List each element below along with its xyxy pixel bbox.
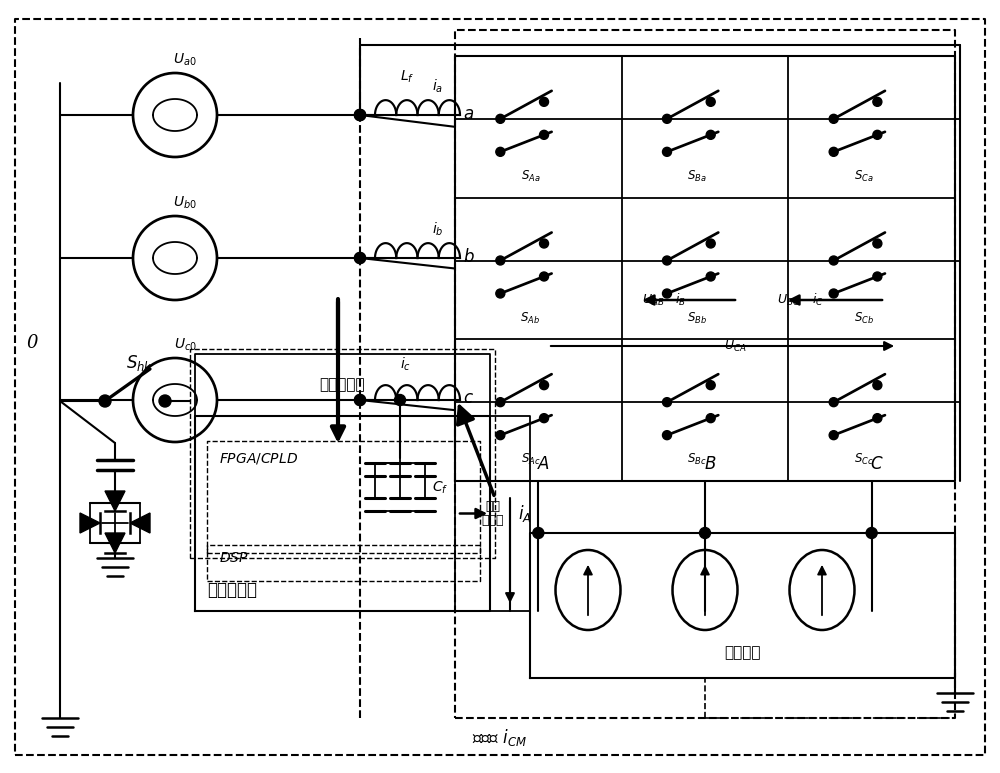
Circle shape — [496, 114, 505, 124]
Text: $i_A$: $i_A$ — [518, 503, 532, 524]
Circle shape — [354, 253, 366, 264]
Circle shape — [873, 131, 882, 139]
Text: $C_f$: $C_f$ — [432, 480, 448, 496]
Circle shape — [496, 431, 505, 440]
Circle shape — [829, 256, 838, 265]
Circle shape — [706, 131, 715, 139]
Text: $i_C$: $i_C$ — [812, 292, 824, 308]
Circle shape — [354, 110, 366, 121]
Text: $U_{AB}$: $U_{AB}$ — [642, 292, 665, 308]
Text: $S_{Bc}$: $S_{Bc}$ — [687, 452, 707, 467]
Circle shape — [829, 148, 838, 156]
Text: $U_{CA}$: $U_{CA}$ — [724, 339, 746, 353]
Circle shape — [496, 289, 505, 298]
Circle shape — [496, 148, 505, 156]
Text: $U_{b0}$: $U_{b0}$ — [173, 195, 197, 211]
Text: $U_{c0}$: $U_{c0}$ — [174, 336, 196, 353]
Circle shape — [99, 395, 111, 407]
Circle shape — [873, 97, 882, 107]
Circle shape — [873, 239, 882, 248]
Text: $B$: $B$ — [704, 456, 716, 473]
Text: $S_{Ba}$: $S_{Ba}$ — [687, 169, 707, 184]
Text: $FPGA/CPLD$: $FPGA/CPLD$ — [219, 451, 298, 466]
Text: 漏电流 $i_{CM}$: 漏电流 $i_{CM}$ — [472, 727, 528, 748]
Text: $b$: $b$ — [463, 247, 475, 265]
Text: 电流传感器: 电流传感器 — [320, 377, 365, 393]
Text: $S_{hk}$: $S_{hk}$ — [126, 353, 154, 373]
Text: $A$: $A$ — [537, 456, 550, 473]
Text: 电压
传感器: 电压 传感器 — [481, 499, 504, 527]
Text: 数字控制器: 数字控制器 — [207, 581, 257, 599]
Circle shape — [706, 97, 715, 107]
Text: $S_{Cb}$: $S_{Cb}$ — [854, 311, 874, 325]
Text: 0: 0 — [26, 334, 38, 352]
Text: $U_{a0}$: $U_{a0}$ — [173, 52, 197, 68]
Text: $S_{Bb}$: $S_{Bb}$ — [687, 311, 707, 325]
Text: $DSP$: $DSP$ — [219, 551, 249, 565]
Circle shape — [866, 527, 877, 539]
Text: $U_{BC}$: $U_{BC}$ — [777, 292, 800, 308]
Circle shape — [540, 380, 549, 390]
Circle shape — [706, 272, 715, 281]
Text: $a$: $a$ — [463, 107, 474, 124]
Circle shape — [540, 272, 549, 281]
Text: $S_{Ab}$: $S_{Ab}$ — [520, 311, 540, 325]
Text: $S_{Ac}$: $S_{Ac}$ — [521, 452, 540, 467]
Text: $S_{Ca}$: $S_{Ca}$ — [854, 169, 874, 184]
Circle shape — [496, 256, 505, 265]
Circle shape — [662, 289, 672, 298]
Circle shape — [700, 527, 710, 539]
Text: $S_{Aa}$: $S_{Aa}$ — [521, 169, 540, 184]
Circle shape — [540, 97, 549, 107]
Circle shape — [662, 148, 672, 156]
Circle shape — [662, 431, 672, 440]
Circle shape — [354, 110, 366, 121]
Circle shape — [496, 397, 505, 407]
Text: $i_B$: $i_B$ — [675, 292, 686, 308]
Circle shape — [354, 394, 366, 406]
Polygon shape — [105, 533, 125, 553]
Polygon shape — [130, 513, 150, 533]
Circle shape — [829, 397, 838, 407]
Circle shape — [354, 253, 366, 264]
Circle shape — [159, 395, 171, 407]
Circle shape — [706, 414, 715, 423]
Text: $i_a$: $i_a$ — [432, 77, 443, 95]
Circle shape — [540, 239, 549, 248]
Circle shape — [662, 114, 672, 124]
Text: $C$: $C$ — [870, 456, 883, 473]
Text: $L_f$: $L_f$ — [400, 69, 414, 85]
Circle shape — [829, 289, 838, 298]
Circle shape — [829, 431, 838, 440]
Text: $S_{Cc}$: $S_{Cc}$ — [854, 452, 873, 467]
Circle shape — [354, 394, 366, 406]
Text: 电机负载: 电机负载 — [724, 645, 761, 660]
Circle shape — [662, 256, 672, 265]
Circle shape — [540, 414, 549, 423]
Circle shape — [873, 414, 882, 423]
Circle shape — [540, 131, 549, 139]
Circle shape — [662, 397, 672, 407]
Circle shape — [873, 272, 882, 281]
Circle shape — [706, 239, 715, 248]
Circle shape — [706, 380, 715, 390]
Text: $c$: $c$ — [463, 390, 474, 407]
Circle shape — [354, 110, 366, 121]
Circle shape — [533, 527, 544, 539]
Polygon shape — [105, 491, 125, 511]
Polygon shape — [80, 513, 100, 533]
Circle shape — [394, 394, 406, 406]
Text: $i_b$: $i_b$ — [432, 220, 444, 238]
Text: $i_c$: $i_c$ — [400, 356, 411, 373]
Circle shape — [829, 114, 838, 124]
Circle shape — [873, 380, 882, 390]
